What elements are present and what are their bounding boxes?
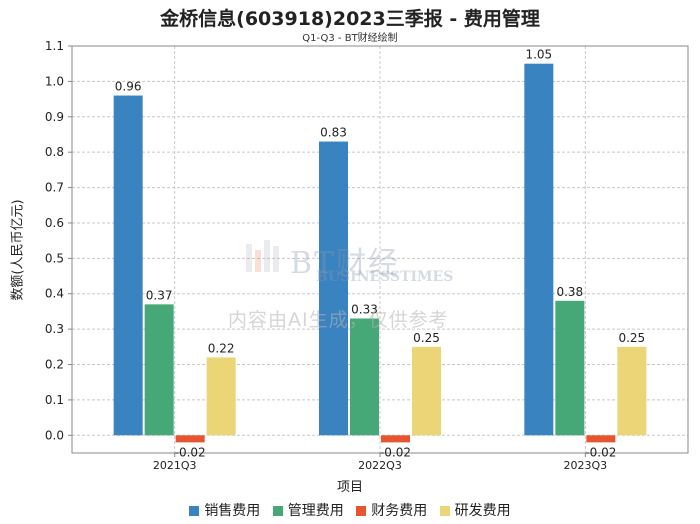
chart-title: 金桥信息(603918)2023三季报 - 费用管理: [160, 8, 540, 30]
legend-label-sales: 销售费用: [204, 503, 261, 519]
legend-swatch-rnd: [439, 506, 450, 516]
bar-2021Q3-series-2[interactable]: [175, 435, 205, 443]
legend-item-sales[interactable]: 销售费用: [189, 500, 260, 520]
y-tick-label: 0.3: [45, 322, 64, 336]
bars: [113, 63, 647, 443]
chart-subtitle: Q1-Q3 - BT财经绘制: [302, 33, 398, 44]
data-label: 1.05: [525, 48, 552, 62]
y-tick-label: 0.0: [45, 428, 64, 442]
bar-2021Q3-series-3[interactable]: [206, 357, 236, 436]
y-axis-label: 数额(人民币亿元): [10, 199, 26, 301]
data-label: 0.25: [618, 331, 645, 345]
bar-2023Q3-series-2[interactable]: [586, 435, 616, 443]
bar-2023Q3-series-3[interactable]: [617, 346, 647, 436]
watermark-brand-en: BUSINESSTIMES: [316, 269, 454, 285]
y-tick-label: 0.1: [45, 393, 64, 407]
data-label: 0.22: [208, 341, 235, 355]
data-label: -0.02: [585, 445, 616, 459]
legend-item-admin[interactable]: 管理费用: [272, 500, 344, 520]
watermark-notice: 内容由AI生成，仅供参考: [228, 309, 449, 331]
y-tick-label: 1.0: [45, 74, 64, 88]
bar-2023Q3-series-1[interactable]: [555, 300, 585, 436]
legend: 销售费用 管理费用 财务费用 研发费用: [0, 500, 700, 520]
y-tick-label: 0.7: [45, 181, 64, 195]
legend-label-admin: 管理费用: [287, 503, 344, 519]
y-tick-label: 0.4: [45, 287, 64, 301]
y-tick-label: 1.1: [45, 39, 64, 53]
legend-label-rnd: 研发费用: [454, 503, 511, 519]
data-label: 0.83: [320, 126, 347, 140]
legend-item-finance[interactable]: 财务费用: [356, 500, 427, 520]
bar-2023Q3-series-0[interactable]: [524, 63, 554, 436]
y-tick-label: 0.6: [45, 216, 64, 230]
legend-label-finance: 财务费用: [371, 503, 428, 519]
y-tick-label: 0.2: [45, 358, 64, 372]
data-label: 0.37: [146, 288, 173, 302]
data-label: -0.02: [380, 445, 411, 459]
data-label: 0.33: [351, 303, 378, 317]
x-tick-label: 2021Q3: [153, 459, 197, 472]
bar-2022Q3-series-1[interactable]: [350, 318, 379, 436]
legend-swatch-admin: [272, 506, 283, 516]
bar-2022Q3-series-3[interactable]: [412, 346, 441, 436]
x-tick-label: 2023Q3: [564, 459, 608, 472]
bar-2021Q3-series-0[interactable]: [113, 95, 143, 436]
data-label: 0.25: [413, 331, 440, 345]
legend-swatch-finance: [356, 506, 367, 516]
y-tick-label: 0.8: [45, 145, 64, 159]
bar-2022Q3-series-0[interactable]: [319, 141, 348, 436]
legend-swatch-sales: [189, 506, 200, 516]
data-label: 0.96: [115, 80, 142, 94]
bar-2021Q3-series-1[interactable]: [144, 304, 174, 436]
watermark-brand: BT财经: [290, 246, 401, 281]
legend-item-rnd[interactable]: 研发费用: [439, 500, 511, 520]
data-labels: 0.96 0.37 -0.02 0.22 0.83 0.33 -0.02 0.25 1.05 0.…: [115, 48, 645, 460]
y-tick-label: 0.5: [45, 251, 64, 265]
data-label: 0.38: [556, 285, 583, 299]
watermark-logo-icon: [246, 240, 279, 272]
axis-ticks: 0.0 0.1 0.2 0.3 0.4 0.5 0.6 0.7 0.8 0.9 1.0 1.1 2021…: [45, 39, 607, 472]
data-label: -0.02: [175, 445, 206, 459]
y-tick-label: 0.9: [45, 110, 64, 124]
bar-2022Q3-series-2[interactable]: [381, 435, 410, 443]
x-axis-label: 项目: [336, 480, 363, 495]
x-tick-label: 2022Q3: [358, 459, 402, 472]
